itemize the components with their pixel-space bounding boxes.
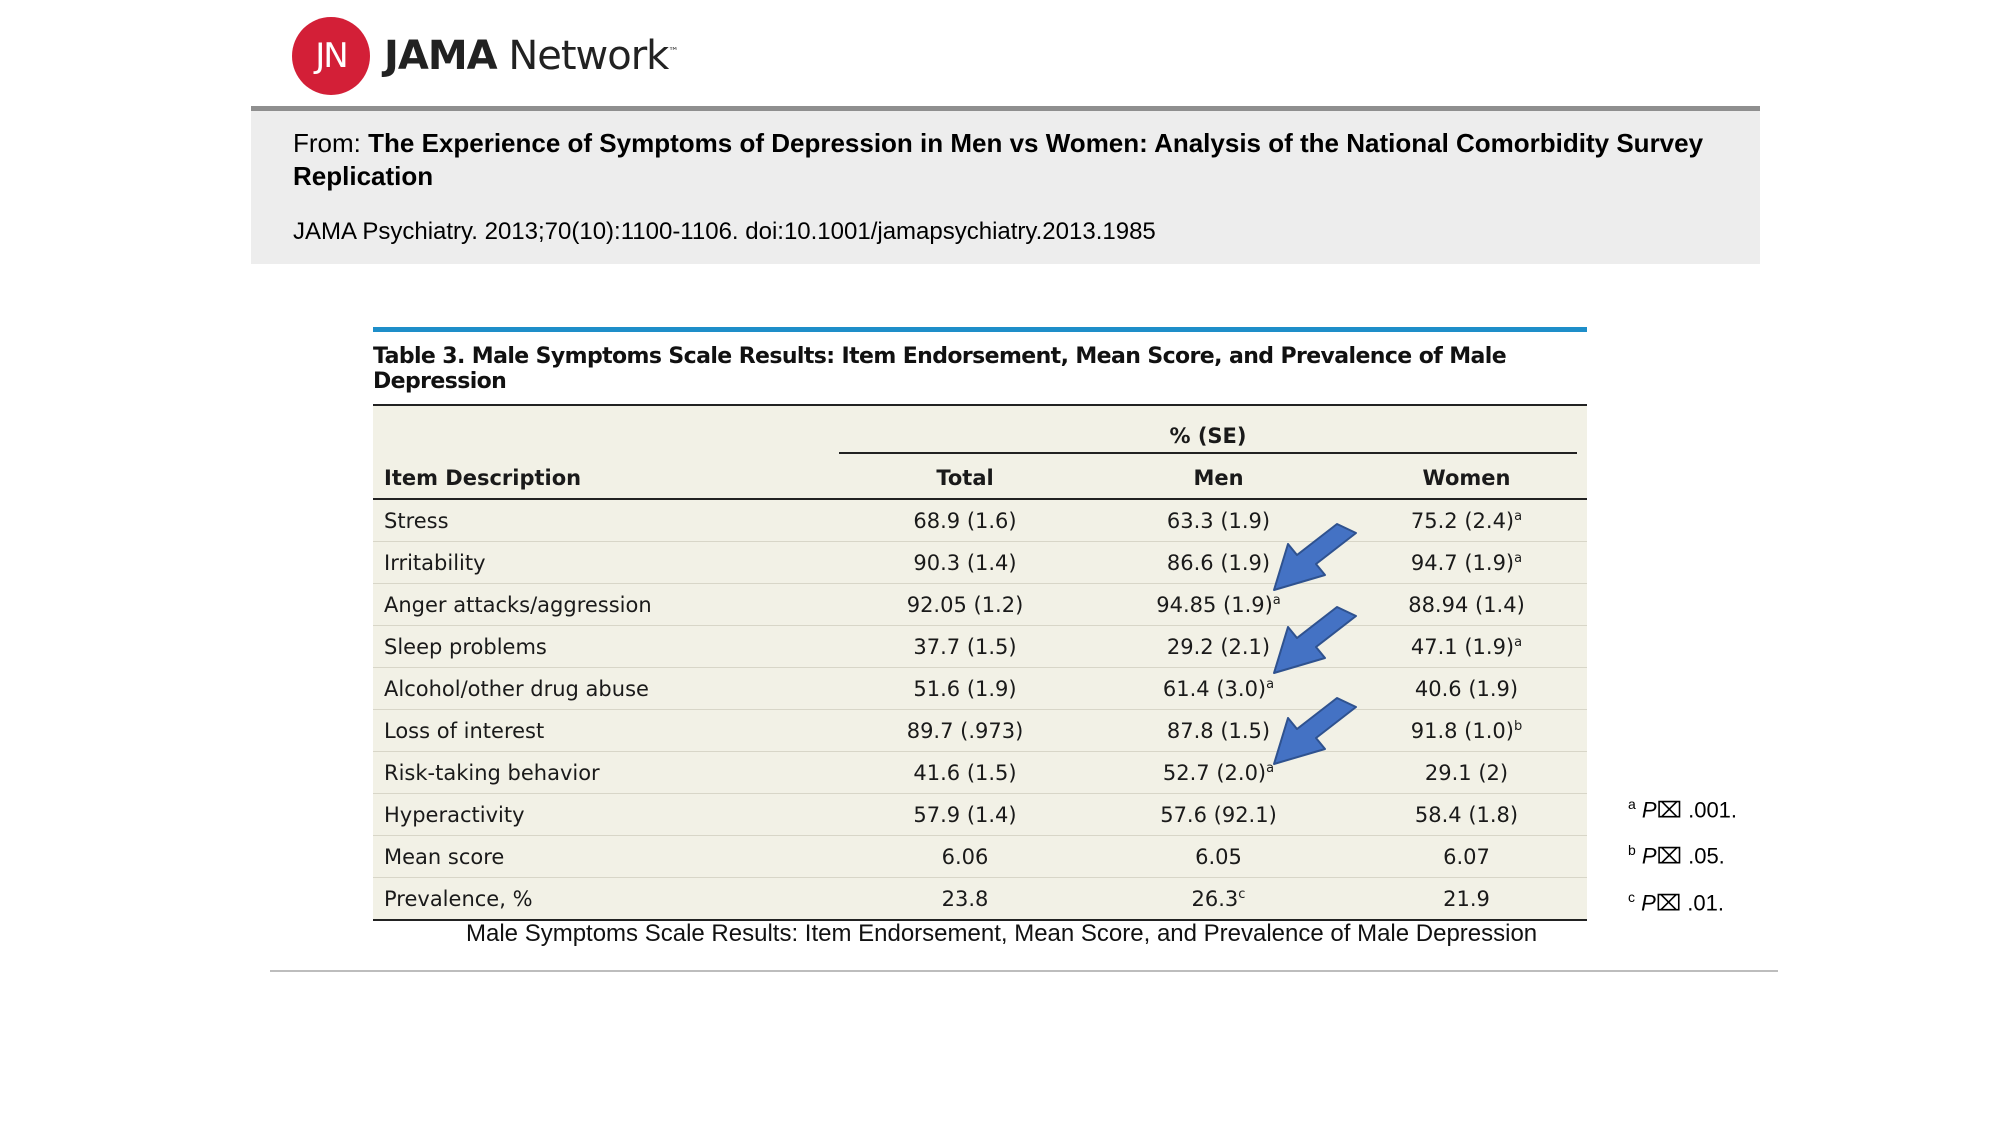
men-value: 63.3 (1.9) xyxy=(1091,499,1346,542)
men-value: 6.05 xyxy=(1091,835,1346,878)
row-item-label: Sleep problems xyxy=(373,625,839,668)
table-row: Anger attacks/aggression 92.05 (1.2) 94.85… xyxy=(373,583,1587,626)
col-header-women: Women xyxy=(1346,458,1587,500)
women-value: 21.9 xyxy=(1346,877,1587,921)
arrow-icon xyxy=(1273,606,1357,674)
article-title-link[interactable]: The Experience of Symptoms of Depression… xyxy=(293,128,1704,191)
row-item-label: Prevalence, % xyxy=(373,877,839,921)
from-line: From: The Experience of Symptoms of Depr… xyxy=(293,127,1733,193)
logo-network: Network xyxy=(508,33,669,79)
total-value: 23.8 xyxy=(839,877,1091,921)
men-value: 57.6 (92.1) xyxy=(1091,793,1346,836)
women-value: 75.2 (2.4)a xyxy=(1346,499,1587,542)
table-row: Hyperactivity 57.9 (1.4) 57.6 (92.1) 58.4 (… xyxy=(373,793,1587,836)
women-value: 94.7 (1.9)a xyxy=(1346,541,1587,584)
row-item-label: Anger attacks/aggression xyxy=(373,583,839,626)
row-item-label: Stress xyxy=(373,499,839,542)
footnote-marker: a xyxy=(1514,550,1523,566)
men-value: 52.7 (2.0)a xyxy=(1091,751,1346,794)
logo-tm: ™ xyxy=(668,46,678,58)
table-row: Alcohol/other drug abuse 51.6 (1.9) 61.4 (… xyxy=(373,667,1587,710)
results-table: % (SE) Item Description Total Men Women … xyxy=(373,406,1587,921)
table-row: Mean score 6.06 6.05 6.07 xyxy=(373,835,1587,878)
total-value: 90.3 (1.4) xyxy=(839,541,1091,584)
women-value: 47.1 (1.9)a xyxy=(1346,625,1587,668)
total-value: 51.6 (1.9) xyxy=(839,667,1091,710)
figure-caption: Male Symptoms Scale Results: Item Endors… xyxy=(466,920,1538,947)
table-row: Irritability 90.3 (1.4) 86.6 (1.9) 94.7 (1.… xyxy=(373,541,1587,584)
jama-network-logo[interactable]: JN JAMA Network™ xyxy=(292,17,678,95)
footnote-marker: c xyxy=(1238,886,1246,902)
se-group-header: % (SE) xyxy=(839,424,1577,454)
row-item-label: Hyperactivity xyxy=(373,793,839,836)
logo-initials: JN xyxy=(315,36,348,76)
footnote-marker: a xyxy=(1514,508,1523,524)
women-value: 58.4 (1.8) xyxy=(1346,793,1587,836)
table-header-row: Item Description Total Men Women xyxy=(373,458,1587,500)
total-value: 89.7 (.973) xyxy=(839,709,1091,752)
footnote-marker: b xyxy=(1513,718,1523,734)
row-item-label: Loss of interest xyxy=(373,709,839,752)
footnote-marker: a xyxy=(1266,760,1275,776)
col-header-total: Total xyxy=(839,458,1091,500)
arrow-icon xyxy=(1273,697,1357,765)
total-value: 68.9 (1.6) xyxy=(839,499,1091,542)
table-figure: Table 3. Male Symptoms Scale Results: It… xyxy=(373,327,1587,921)
article-citation: JAMA Psychiatry. 2013;70(10):1100-1106. … xyxy=(293,218,1156,245)
men-value: 94.85 (1.9)a xyxy=(1091,583,1346,626)
logo-brand: JAMA xyxy=(384,33,498,79)
men-value: 26.3c xyxy=(1091,877,1346,921)
article-header: From: The Experience of Symptoms of Depr… xyxy=(251,106,1760,264)
table-row: Stress 68.9 (1.6) 63.3 (1.9) 75.2 (2.4)a xyxy=(373,499,1587,542)
table-row: Loss of interest 89.7 (.973) 87.8 (1.5) 91.… xyxy=(373,709,1587,752)
row-item-label: Risk-taking behavior xyxy=(373,751,839,794)
table-row: Risk-taking behavior 41.6 (1.5) 52.7 (2.0)… xyxy=(373,751,1587,794)
footnote-marker: a xyxy=(1272,592,1281,608)
footnote-b: b P⌧ .05. xyxy=(1628,842,1725,869)
men-value: 61.4 (3.0)a xyxy=(1091,667,1346,710)
row-item-label: Mean score xyxy=(373,835,839,878)
women-value: 91.8 (1.0)b xyxy=(1346,709,1587,752)
total-value: 57.9 (1.4) xyxy=(839,793,1091,836)
footnote-marker: a xyxy=(1266,676,1275,692)
row-item-label: Irritability xyxy=(373,541,839,584)
divider xyxy=(270,970,1778,972)
footnote-c: c P⌧ .01. xyxy=(1628,888,1724,915)
table-accent-bar xyxy=(373,327,1587,332)
col-header-men: Men xyxy=(1091,458,1346,500)
from-label: From: xyxy=(293,128,361,158)
arrow-icon xyxy=(1273,523,1357,591)
jn-logo-mark: JN xyxy=(292,17,370,95)
total-value: 6.06 xyxy=(839,835,1091,878)
women-value: 40.6 (1.9) xyxy=(1346,667,1587,710)
table-row: Sleep problems 37.7 (1.5) 29.2 (2.1) 47.1 (… xyxy=(373,625,1587,668)
table-title: Table 3. Male Symptoms Scale Results: It… xyxy=(373,332,1587,406)
col-header-item: Item Description xyxy=(373,458,839,500)
women-value: 88.94 (1.4) xyxy=(1346,583,1587,626)
footnote-a: a P⌧ .001. xyxy=(1628,796,1738,823)
total-value: 37.7 (1.5) xyxy=(839,625,1091,668)
table-group-header-row: % (SE) xyxy=(373,406,1587,458)
footnotes: a P⌧ .001. b P⌧ .05. c P⌧ .01. xyxy=(1628,784,1737,923)
footnote-marker: a xyxy=(1514,634,1523,650)
women-value: 29.1 (2) xyxy=(1346,751,1587,794)
total-value: 92.05 (1.2) xyxy=(839,583,1091,626)
table-row: Prevalence, % 23.8 26.3c 21.9 xyxy=(373,877,1587,921)
total-value: 41.6 (1.5) xyxy=(839,751,1091,794)
logo-wordmark: JAMA Network™ xyxy=(384,33,678,79)
row-item-label: Alcohol/other drug abuse xyxy=(373,667,839,710)
women-value: 6.07 xyxy=(1346,835,1587,878)
